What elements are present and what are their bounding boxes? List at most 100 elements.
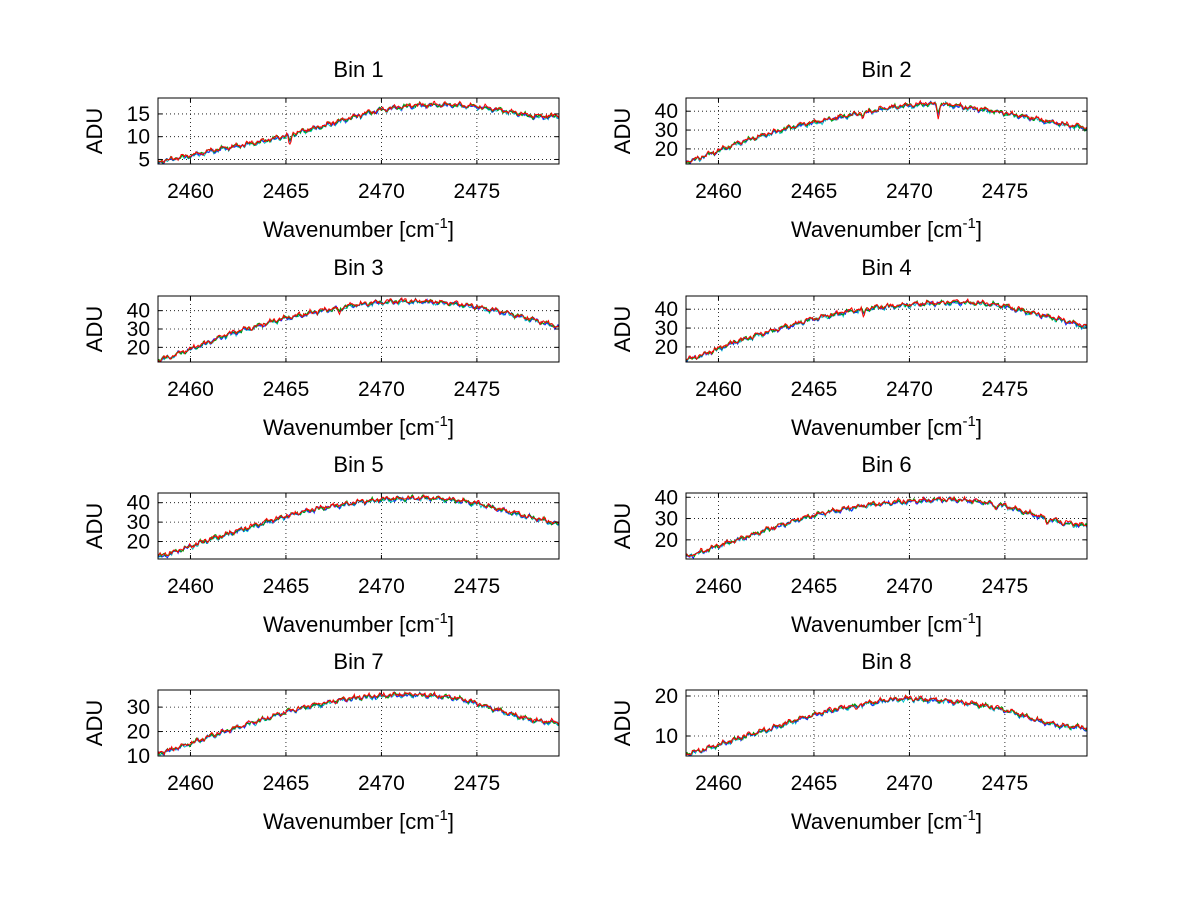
series-line-3	[158, 493, 559, 558]
x-tick-label: 2460	[695, 378, 742, 401]
series-line-4	[158, 297, 559, 362]
y-tick-label: 10	[127, 745, 150, 768]
series-line-2	[686, 696, 1087, 756]
x-axis-label-end: ]	[448, 809, 454, 834]
x-axis-label-end: ]	[448, 217, 454, 242]
x-tick-label: 2465	[263, 180, 310, 203]
x-tick-label: 2470	[358, 772, 405, 795]
x-axis-label-superscript: -1	[435, 610, 448, 627]
x-axis-label: Wavenumber [cm-1]	[263, 610, 454, 637]
y-tick-label: 30	[127, 696, 150, 719]
x-tick-label: 2475	[982, 378, 1029, 401]
series-line-2	[686, 100, 1087, 164]
y-tick-label: 30	[127, 511, 150, 534]
series-line-4	[686, 495, 1087, 558]
x-tick-label: 2460	[695, 575, 742, 598]
x-axis-label: Wavenumber [cm-1]	[791, 610, 982, 637]
series-group	[686, 694, 1087, 756]
y-tick-label: 15	[127, 103, 150, 126]
axes-box	[685, 492, 1088, 560]
x-axis-label-end: ]	[976, 415, 982, 440]
x-axis-label-superscript: -1	[435, 413, 448, 430]
series-group	[686, 495, 1087, 559]
series-group	[686, 99, 1087, 164]
x-tick-label: 2465	[791, 180, 838, 203]
x-tick-label: 2460	[695, 772, 742, 795]
y-tick-label: 20	[127, 721, 150, 744]
y-tick-label: 30	[655, 317, 678, 340]
x-tick-label: 2460	[167, 772, 214, 795]
series-line-4	[158, 494, 559, 557]
series-line-1	[686, 496, 1087, 559]
x-tick-label: 2470	[358, 575, 405, 598]
series-group	[158, 100, 559, 164]
x-tick-label: 2475	[454, 772, 501, 795]
x-axis-label-superscript: -1	[963, 610, 976, 627]
subplot-bin-4: Bin 4 ADU Wavenumber [cm-1] 2460 2465 2470 247…	[610, 255, 1088, 440]
x-axis-label-superscript: -1	[963, 215, 976, 232]
series-line-4	[158, 100, 559, 164]
axes-box	[157, 689, 560, 757]
axes-box	[157, 97, 560, 165]
axes-box	[685, 97, 1088, 165]
y-tick-label: 20	[655, 529, 678, 552]
series-line-1	[158, 299, 559, 362]
x-tick-label: 2470	[886, 575, 933, 598]
x-axis-label-superscript: -1	[435, 807, 448, 824]
y-tick-label: 5	[138, 148, 150, 171]
subplot-title: Bin 4	[861, 255, 911, 280]
series-line-2	[686, 496, 1087, 559]
y-tick-label: 20	[655, 336, 678, 359]
x-tick-label: 2465	[263, 772, 310, 795]
series-line-3	[158, 297, 559, 362]
x-axis-label-superscript: -1	[435, 215, 448, 232]
x-tick-label: 2470	[886, 180, 933, 203]
series-line-1	[686, 696, 1087, 756]
series-line-1	[158, 691, 559, 756]
axes-box	[157, 492, 560, 560]
x-tick-label: 2470	[886, 772, 933, 795]
x-tick-label: 2475	[454, 180, 501, 203]
subplot-bin-6: Bin 6 ADU Wavenumber [cm-1] 2460 2465 2470 247…	[610, 452, 1088, 637]
y-axis-label: ADU	[610, 306, 635, 352]
series-line-3	[158, 100, 559, 164]
x-tick-label: 2475	[454, 575, 501, 598]
x-tick-label: 2470	[886, 378, 933, 401]
x-axis-label: Wavenumber [cm-1]	[263, 807, 454, 834]
x-axis-label: Wavenumber [cm-1]	[791, 215, 982, 242]
x-tick-label: 2465	[263, 378, 310, 401]
subplot-title: Bin 7	[333, 649, 383, 674]
y-tick-label: 10	[655, 725, 678, 748]
x-axis-label-end: ]	[976, 217, 982, 242]
y-tick-label: 20	[127, 336, 150, 359]
subplot-title: Bin 8	[861, 649, 911, 674]
x-tick-label: 2475	[982, 575, 1029, 598]
x-axis-label-superscript: -1	[963, 413, 976, 430]
y-axis-label: ADU	[82, 306, 107, 352]
x-axis-label-main: Wavenumber [cm	[791, 415, 963, 440]
axes-box	[685, 295, 1088, 363]
series-group	[686, 297, 1087, 362]
y-axis-label: ADU	[610, 108, 635, 154]
y-tick-label: 20	[655, 685, 678, 708]
series-group	[158, 690, 559, 756]
series-line-2	[686, 300, 1087, 362]
subplot-title: Bin 6	[861, 452, 911, 477]
x-tick-label: 2465	[791, 378, 838, 401]
series-line-1	[686, 299, 1087, 362]
y-tick-label: 40	[127, 492, 150, 515]
x-axis-label-end: ]	[448, 612, 454, 637]
y-tick-label: 10	[127, 126, 150, 149]
x-axis-label-end: ]	[448, 415, 454, 440]
series-line-2	[158, 494, 559, 559]
series-line-4	[686, 99, 1087, 163]
x-axis-label-main: Wavenumber [cm	[791, 809, 963, 834]
axes-box	[685, 689, 1088, 757]
y-tick-label: 30	[127, 318, 150, 341]
series-line-1	[158, 495, 559, 559]
x-tick-label: 2460	[167, 180, 214, 203]
x-tick-label: 2465	[791, 575, 838, 598]
x-axis-label: Wavenumber [cm-1]	[263, 215, 454, 242]
y-axis-label: ADU	[610, 503, 635, 549]
x-axis-label-main: Wavenumber [cm	[791, 217, 963, 242]
